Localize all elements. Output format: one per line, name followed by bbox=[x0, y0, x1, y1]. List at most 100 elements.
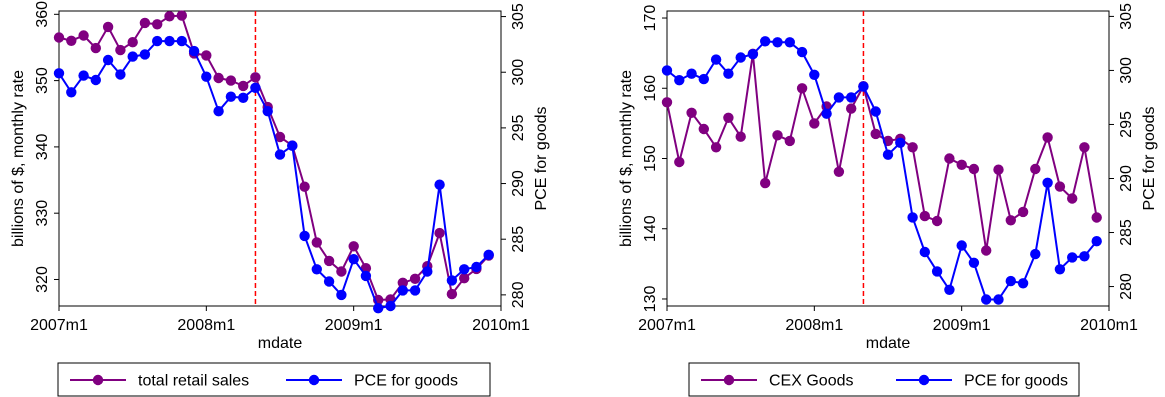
series-2-point bbox=[446, 275, 458, 286]
series-1-point bbox=[323, 255, 335, 267]
series-1-point bbox=[139, 17, 151, 29]
series-2-point bbox=[882, 149, 894, 160]
series-2-point bbox=[1079, 251, 1090, 262]
series-2-point bbox=[735, 52, 746, 63]
y-tick-label-right: 300 bbox=[1118, 57, 1135, 84]
series-1-point bbox=[446, 288, 458, 300]
series-1-point bbox=[66, 35, 77, 46]
series-2-point bbox=[833, 92, 845, 103]
series-2-point bbox=[201, 71, 212, 82]
series-2-point bbox=[78, 70, 89, 81]
series-2-point bbox=[760, 36, 771, 47]
series-2-point bbox=[53, 68, 65, 79]
series-1-point bbox=[710, 142, 722, 153]
legend-label-2: PCE for goods bbox=[964, 373, 1068, 390]
series-1-point bbox=[90, 42, 102, 54]
series-1-point bbox=[968, 163, 980, 175]
series-2-point bbox=[127, 51, 138, 62]
x-tick-label: 2009m1 bbox=[933, 317, 991, 334]
x-tick-label: 2010m1 bbox=[472, 317, 530, 334]
series-2-point bbox=[870, 106, 881, 117]
series-2-point bbox=[993, 294, 1004, 305]
x-tick-label: 2009m1 bbox=[325, 317, 383, 334]
series-1-point bbox=[1042, 132, 1053, 143]
series-2-point bbox=[176, 35, 187, 47]
series-2-point bbox=[1042, 177, 1053, 188]
y-tick-label-left: 340 bbox=[34, 133, 51, 160]
series-1-point bbox=[434, 227, 445, 239]
series-2-point bbox=[944, 284, 955, 295]
series-1-point bbox=[164, 11, 175, 22]
legend-swatch-marker-2 bbox=[308, 374, 320, 386]
series-1-point bbox=[1079, 142, 1090, 153]
series-2-point bbox=[919, 246, 930, 258]
series-1-point bbox=[931, 215, 943, 227]
series-2-point bbox=[895, 137, 906, 148]
legend-label-2: PCE for goods bbox=[354, 373, 458, 390]
y-axis-label-left: billions of $, monthly rate bbox=[10, 70, 27, 247]
series-1-point bbox=[102, 21, 114, 33]
series-1-point bbox=[348, 241, 359, 252]
y-tick-label-left: 150 bbox=[642, 145, 659, 172]
series-2-point bbox=[471, 261, 482, 273]
series-1-point bbox=[993, 164, 1004, 175]
y-tick-label-left: 360 bbox=[34, 1, 51, 28]
y-tick-label-left: 330 bbox=[34, 200, 51, 227]
series-1-point bbox=[698, 123, 709, 135]
series-2-point bbox=[483, 249, 494, 260]
series-1-point bbox=[397, 277, 408, 288]
y-tick-label-right: 285 bbox=[510, 226, 527, 253]
legend-swatch-marker-1 bbox=[92, 374, 104, 386]
series-1-point bbox=[784, 135, 795, 147]
series-2-point bbox=[397, 285, 408, 296]
right-chart-panel: 2007m1 2008m1 2009m1 2010m1 130 140 150 160 170 2… bbox=[618, 3, 1158, 397]
series-2-point bbox=[348, 254, 359, 265]
series-2-point bbox=[686, 68, 697, 79]
series-2-point bbox=[1054, 264, 1066, 275]
y-axis-label-left: billions of $, monthly rate bbox=[618, 70, 635, 247]
series-1-point bbox=[459, 273, 470, 284]
series-1-point bbox=[796, 83, 808, 94]
series-1-point bbox=[311, 237, 322, 248]
series-1-point bbox=[78, 30, 89, 41]
series-2-point bbox=[821, 108, 832, 119]
series-2-point bbox=[809, 69, 820, 81]
series-2-point bbox=[698, 73, 709, 85]
series-2-point bbox=[931, 266, 943, 277]
x-tick-label: 2007m1 bbox=[30, 317, 88, 334]
series-1-point bbox=[760, 177, 771, 189]
series-2-point bbox=[90, 74, 102, 86]
series-1-point bbox=[201, 50, 212, 61]
series-2-point bbox=[968, 257, 980, 268]
x-axis-label: mdate bbox=[258, 335, 303, 352]
series-2-point bbox=[66, 87, 77, 98]
series-1-point bbox=[956, 159, 967, 170]
y-tick-label-right: 295 bbox=[510, 114, 527, 141]
series-1-point bbox=[299, 181, 310, 192]
y-axis-label-right: PCE for goods bbox=[1141, 106, 1158, 210]
series-2-point bbox=[1030, 248, 1041, 260]
series-2-point bbox=[710, 54, 722, 65]
series-1-point bbox=[1017, 206, 1029, 218]
series-1-point bbox=[53, 32, 65, 43]
series-2-point bbox=[188, 45, 200, 57]
series-2-point bbox=[674, 75, 685, 86]
series-1-point bbox=[152, 19, 163, 30]
y-tick-label-left: 140 bbox=[642, 215, 659, 242]
series-2-point bbox=[385, 300, 396, 312]
series-1-point bbox=[127, 37, 138, 48]
series-2-point bbox=[661, 65, 673, 76]
y-tick-label-left: 320 bbox=[34, 266, 51, 293]
series-2-point bbox=[152, 35, 163, 47]
series-2-point bbox=[747, 49, 759, 60]
y-tick-label-right: 305 bbox=[1118, 3, 1135, 30]
series-1-point bbox=[686, 107, 697, 119]
series-2-point bbox=[238, 92, 249, 104]
legend-box bbox=[57, 362, 491, 397]
series-2-point bbox=[1005, 275, 1016, 287]
series-2-point bbox=[287, 140, 298, 151]
series-1-point bbox=[723, 112, 734, 124]
series-1-point bbox=[213, 72, 224, 84]
series-2-point bbox=[373, 303, 384, 314]
